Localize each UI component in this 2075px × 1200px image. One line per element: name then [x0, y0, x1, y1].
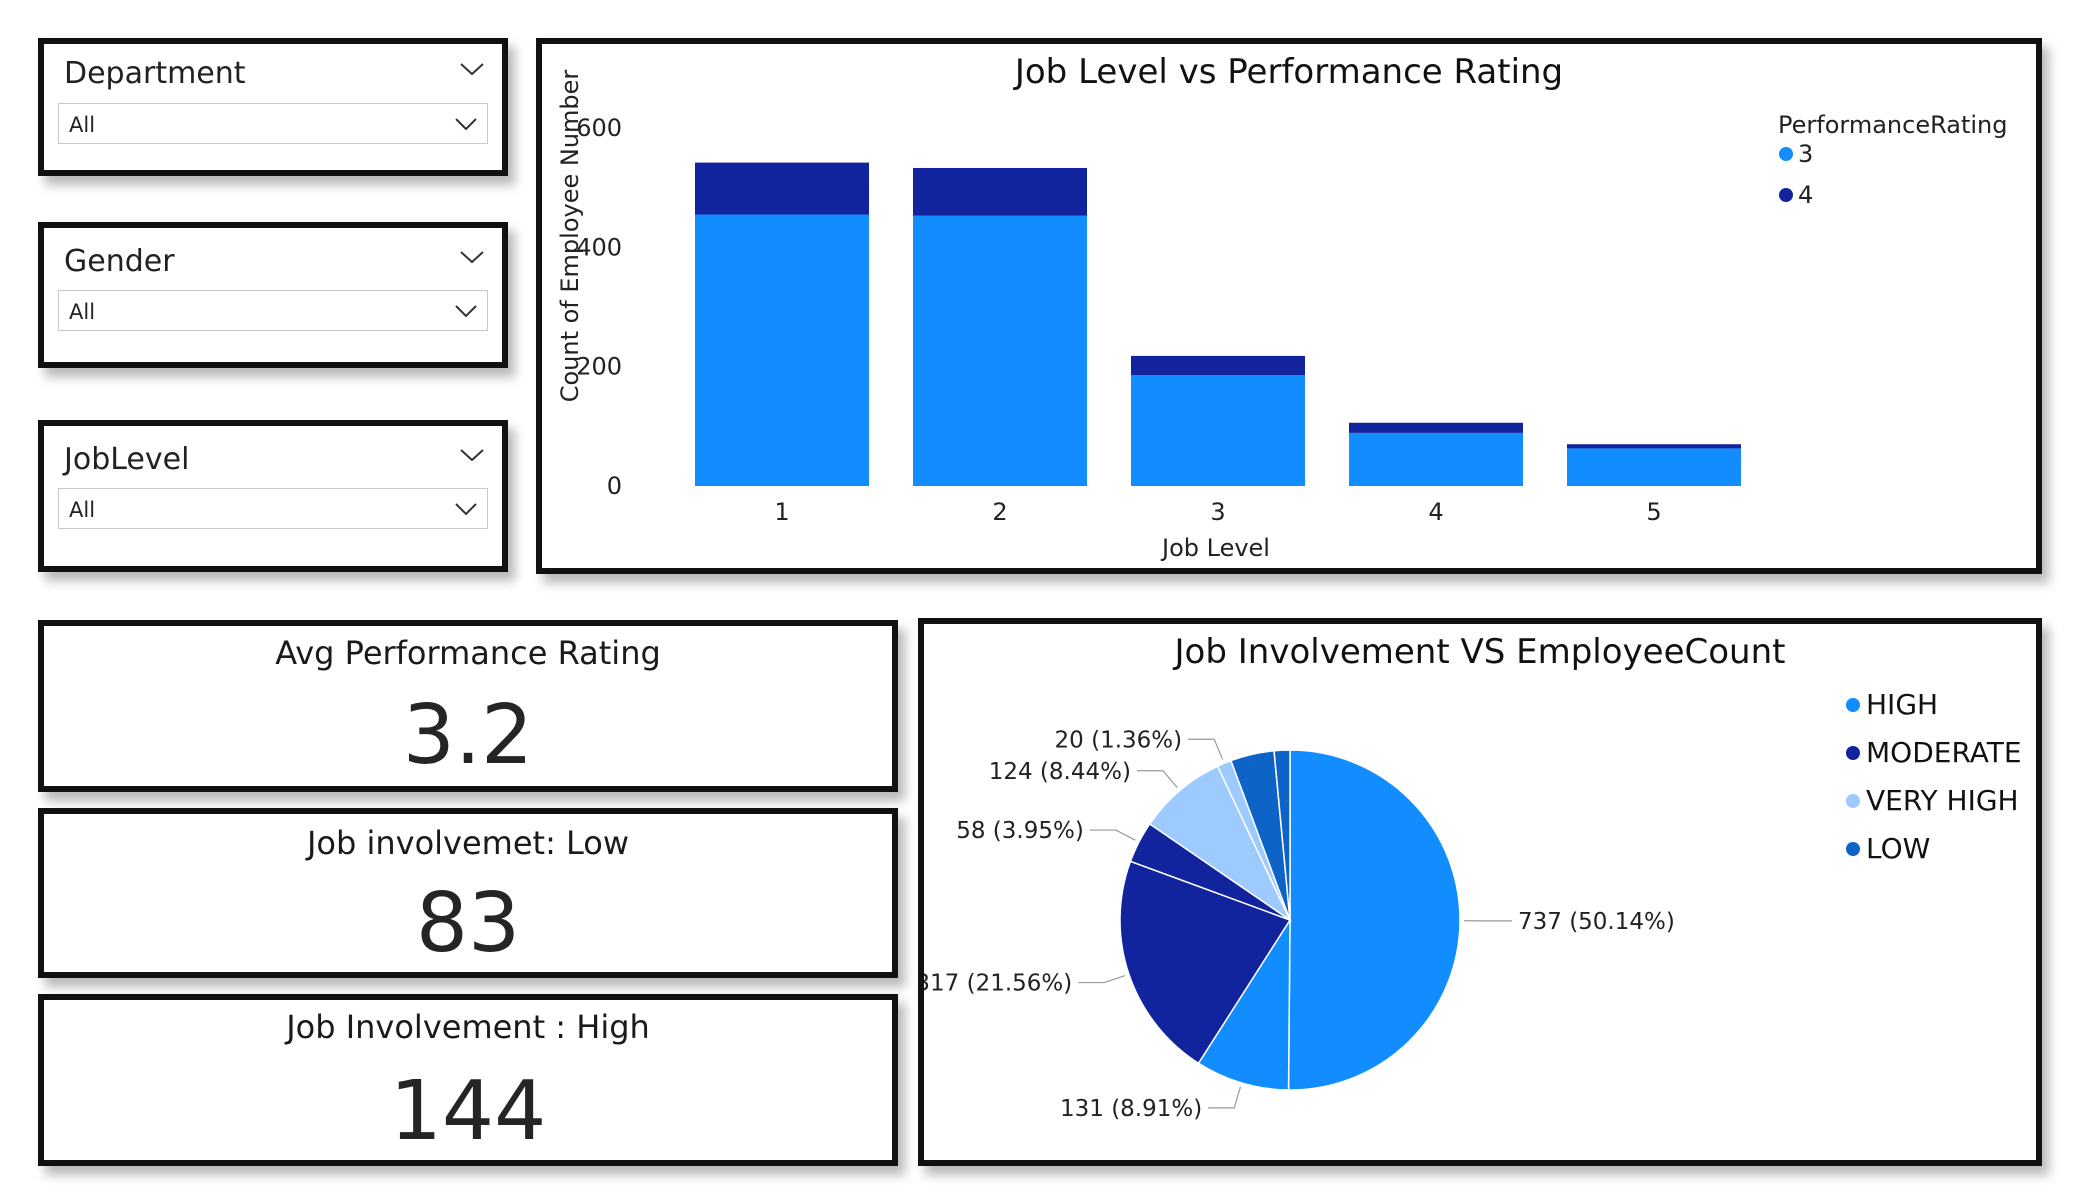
slicer-joblevel: JobLevel All	[38, 420, 508, 572]
bar-segment-level-1-rating-3[interactable]	[695, 214, 869, 486]
slicer-department-title: Department	[64, 56, 246, 91]
kpi-avg-performance: Avg Performance Rating 3.2	[38, 620, 898, 792]
legend-label: VERY HIGH	[1866, 784, 2019, 817]
y-axis: 0 200 400 600	[576, 114, 622, 500]
legend-label: 3	[1798, 140, 1813, 168]
gender-dropdown[interactable]: All	[58, 290, 488, 331]
chevron-down-icon[interactable]	[458, 58, 486, 80]
chevron-down-icon[interactable]	[458, 444, 486, 466]
legend-marker	[1846, 794, 1860, 808]
pie-slice-high[interactable]	[1287, 749, 1461, 1091]
kpi-job-involvement-low: Job involvemet: Low 83	[38, 808, 898, 978]
legend-label: HIGH	[1866, 688, 1938, 721]
kpi-title: Job Involvement : High	[286, 1008, 650, 1046]
pie-slices	[1119, 749, 1461, 1091]
y-tick-label: 0	[607, 472, 622, 500]
pie-data-label: 20 (1.36%)	[1055, 727, 1183, 753]
pie-data-label: 124 (8.44%)	[989, 759, 1131, 785]
kpi-job-involvement-high: Job Involvement : High 144	[38, 994, 898, 1166]
x-tick-label: 5	[1646, 498, 1661, 526]
bar-legend: 34	[1779, 140, 1813, 209]
chevron-down-icon	[455, 118, 477, 131]
bar-segment-level-2-rating-4[interactable]	[913, 167, 1087, 216]
bars	[695, 162, 1741, 486]
kpi-value: 83	[415, 876, 521, 971]
bar-segment-level-1-rating-4[interactable]	[695, 162, 869, 215]
joblevel-dropdown[interactable]: All	[58, 488, 488, 529]
bar-segment-level-5-rating-3[interactable]	[1567, 448, 1741, 486]
x-tick-label: 4	[1428, 498, 1443, 526]
y-axis-label: Count of Employee Number	[556, 70, 584, 403]
kpi-title: Job involvemet: Low	[306, 824, 630, 862]
pie-chart-title: Job Involvement VS EmployeeCount	[1174, 632, 1786, 672]
leader-line	[1089, 829, 1136, 841]
legend-marker	[1846, 698, 1860, 712]
department-dropdown-value: All	[69, 113, 96, 137]
x-axis-label: Job Level	[1160, 534, 1270, 562]
pie-legend: HIGH MODERATE VERY HIGH LOW	[1846, 688, 2022, 865]
leader-line	[1078, 974, 1126, 984]
leader-line	[1188, 738, 1224, 760]
pie-slice-high[interactable]	[1197, 917, 1291, 1091]
x-tick-label: 2	[992, 498, 1007, 526]
pie-chart: 737 (50.14%) 131 (8.91%) 317 (21.56%) 58 (3…	[924, 688, 2022, 1122]
legend-label: 4	[1798, 181, 1813, 209]
bar-segment-level-5-rating-4[interactable]	[1567, 444, 1741, 449]
bar-segment-level-4-rating-4[interactable]	[1349, 422, 1523, 433]
department-dropdown[interactable]: All	[58, 103, 488, 144]
legend-label: LOW	[1866, 832, 1930, 865]
pie-data-label: 737 (50.14%)	[1518, 909, 1675, 935]
x-axis: 1 2 3 4 5	[774, 498, 1661, 526]
pie-slice-moderate[interactable]	[1119, 860, 1292, 1065]
bar-segment-level-2-rating-3[interactable]	[913, 215, 1087, 486]
kpi-value: 144	[389, 1064, 547, 1159]
leader-line	[1208, 1086, 1242, 1109]
y-tick-label: 200	[576, 353, 622, 381]
bar-segment-level-4-rating-3[interactable]	[1349, 432, 1523, 486]
pie-slice-low[interactable]	[1273, 749, 1291, 921]
chevron-down-icon[interactable]	[458, 246, 486, 268]
pie-data-label: 58 (3.95%)	[956, 818, 1084, 844]
bar-segment-level-3-rating-4[interactable]	[1131, 355, 1305, 376]
bar-chart-title: Job Level vs Performance Rating	[1014, 52, 1564, 92]
legend-marker	[1846, 842, 1860, 856]
legend-title: PerformanceRating	[1778, 111, 2007, 139]
pie-data-label: 317 (21.56%)	[924, 971, 1072, 997]
slicer-department: Department All	[38, 38, 508, 176]
pie-chart-card: Job Involvement VS EmployeeCount 737 (50…	[918, 618, 2042, 1166]
legend-marker	[1779, 147, 1793, 161]
legend-marker	[1846, 746, 1860, 760]
kpi-value: 3.2	[402, 688, 534, 783]
chevron-down-icon	[455, 305, 477, 318]
leader-line	[1136, 770, 1178, 788]
bar-chart-card: Job Level vs Performance Rating 0 200 400 6…	[536, 38, 2042, 574]
chevron-down-icon	[455, 503, 477, 516]
pie-labels: 737 (50.14%) 131 (8.91%) 317 (21.56%) 58 (3…	[924, 727, 1675, 1122]
legend-marker	[1779, 188, 1793, 202]
slicer-gender-title: Gender	[64, 244, 175, 279]
pie-slice-very-high[interactable]	[1148, 765, 1292, 923]
pie-data-label: 131 (8.91%)	[1060, 1096, 1202, 1122]
joblevel-dropdown-value: All	[69, 498, 96, 522]
kpi-title: Avg Performance Rating	[275, 634, 661, 672]
y-tick-label: 400	[576, 233, 622, 261]
x-tick-label: 3	[1210, 498, 1225, 526]
slicer-joblevel-title: JobLevel	[64, 442, 190, 477]
slicer-gender: Gender All	[38, 222, 508, 368]
y-tick-label: 600	[576, 114, 622, 142]
gender-dropdown-value: All	[69, 300, 96, 324]
bar-segment-level-3-rating-3[interactable]	[1131, 375, 1305, 486]
x-tick-label: 1	[774, 498, 789, 526]
legend-label: MODERATE	[1866, 736, 2022, 769]
